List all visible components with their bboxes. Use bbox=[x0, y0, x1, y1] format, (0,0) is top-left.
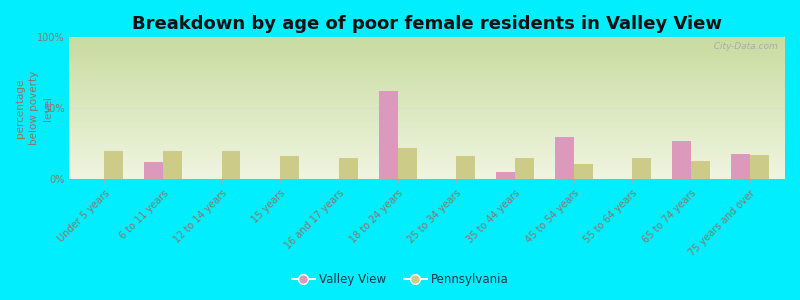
Bar bbox=[574, 164, 593, 179]
Legend: Valley View, Pennsylvania: Valley View, Pennsylvania bbox=[287, 269, 513, 291]
Bar bbox=[496, 172, 515, 179]
Bar bbox=[163, 151, 182, 179]
Bar bbox=[144, 162, 163, 179]
Bar bbox=[280, 157, 299, 179]
Bar bbox=[104, 151, 123, 179]
Bar bbox=[555, 136, 574, 179]
Bar bbox=[672, 141, 691, 179]
Bar bbox=[379, 91, 398, 179]
Bar bbox=[457, 157, 475, 179]
Bar bbox=[515, 158, 534, 179]
Bar bbox=[398, 148, 417, 179]
Bar bbox=[750, 155, 769, 179]
Y-axis label: percentage
below poverty
level: percentage below poverty level bbox=[15, 71, 53, 146]
Bar bbox=[222, 151, 241, 179]
Bar bbox=[633, 158, 651, 179]
Bar bbox=[691, 161, 710, 179]
Text: City-Data.com: City-Data.com bbox=[708, 42, 778, 51]
Title: Breakdown by age of poor female residents in Valley View: Breakdown by age of poor female resident… bbox=[132, 15, 722, 33]
Bar bbox=[339, 158, 358, 179]
Bar bbox=[731, 154, 750, 179]
